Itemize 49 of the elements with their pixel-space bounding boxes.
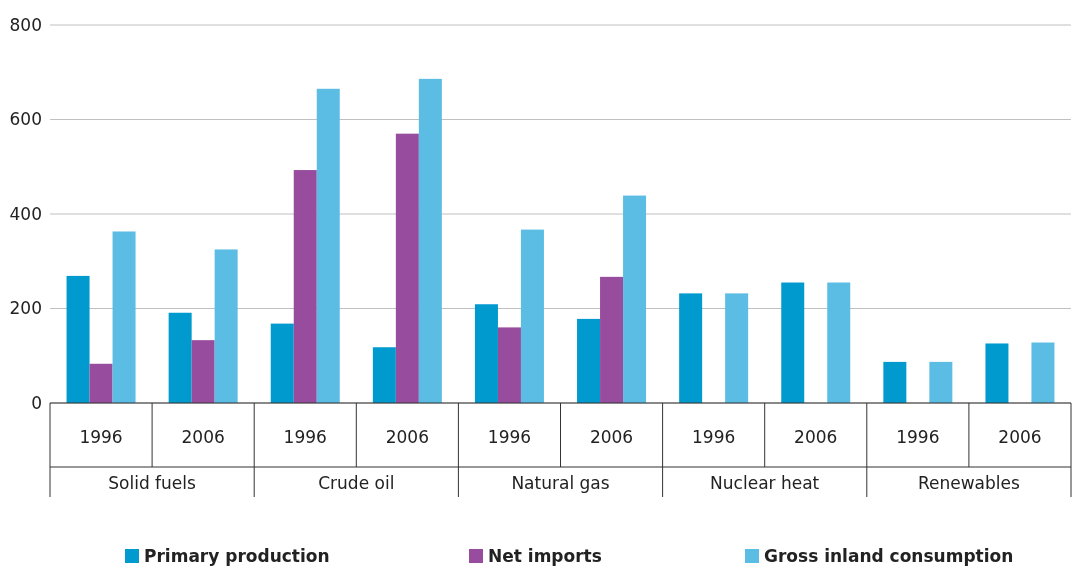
bar [577, 318, 601, 403]
bar [929, 361, 953, 403]
y-tick-label: 0 [31, 392, 42, 413]
bar [679, 293, 703, 403]
bar [395, 133, 419, 403]
bar [89, 363, 113, 403]
text: Solid fuels [108, 473, 197, 493]
bar [600, 276, 624, 403]
bar [623, 195, 647, 403]
text: Renewables [917, 473, 1020, 493]
bar [497, 327, 521, 403]
bar [316, 88, 340, 403]
bar [293, 170, 317, 403]
bar [372, 347, 396, 403]
bar [883, 361, 907, 403]
bar [1031, 342, 1055, 403]
y-tick-label: 800 [9, 14, 42, 35]
x-tick-label: 1996 [283, 427, 327, 447]
x-tick-label: 2006 [998, 427, 1042, 447]
x-tick-label: 2006 [589, 427, 634, 447]
bar [474, 304, 498, 403]
bar [418, 78, 442, 403]
x-tick-label: 1996 [487, 427, 532, 447]
text: Crude oil [318, 473, 395, 493]
bar [781, 282, 805, 403]
bar [191, 340, 215, 403]
bar [112, 231, 136, 403]
bar [520, 229, 544, 403]
bar [66, 275, 90, 403]
x-tick-label: 2006 [794, 427, 838, 447]
x-tick-label: 1996 [79, 427, 123, 447]
bar [168, 312, 192, 403]
legend-label: Gross inland consumption [764, 546, 1014, 566]
bar [270, 323, 294, 403]
x-tick-label: 1996 [896, 427, 940, 447]
y-tick-label: 600 [9, 109, 42, 130]
legend-label: Net imports [488, 546, 602, 566]
bar [827, 282, 851, 403]
text: Natural gas [511, 473, 610, 493]
text: Nuclear heat [710, 473, 820, 493]
x-tick-label: 1996 [692, 427, 736, 447]
bar [725, 293, 749, 403]
bar [214, 249, 238, 403]
legend-label: Primary production [144, 546, 330, 566]
y-tick-label: 400 [9, 203, 42, 224]
y-tick-label: 200 [9, 298, 42, 319]
bar [985, 343, 1009, 403]
x-tick-label: 2006 [385, 427, 429, 447]
x-tick-label: 2006 [181, 427, 225, 447]
